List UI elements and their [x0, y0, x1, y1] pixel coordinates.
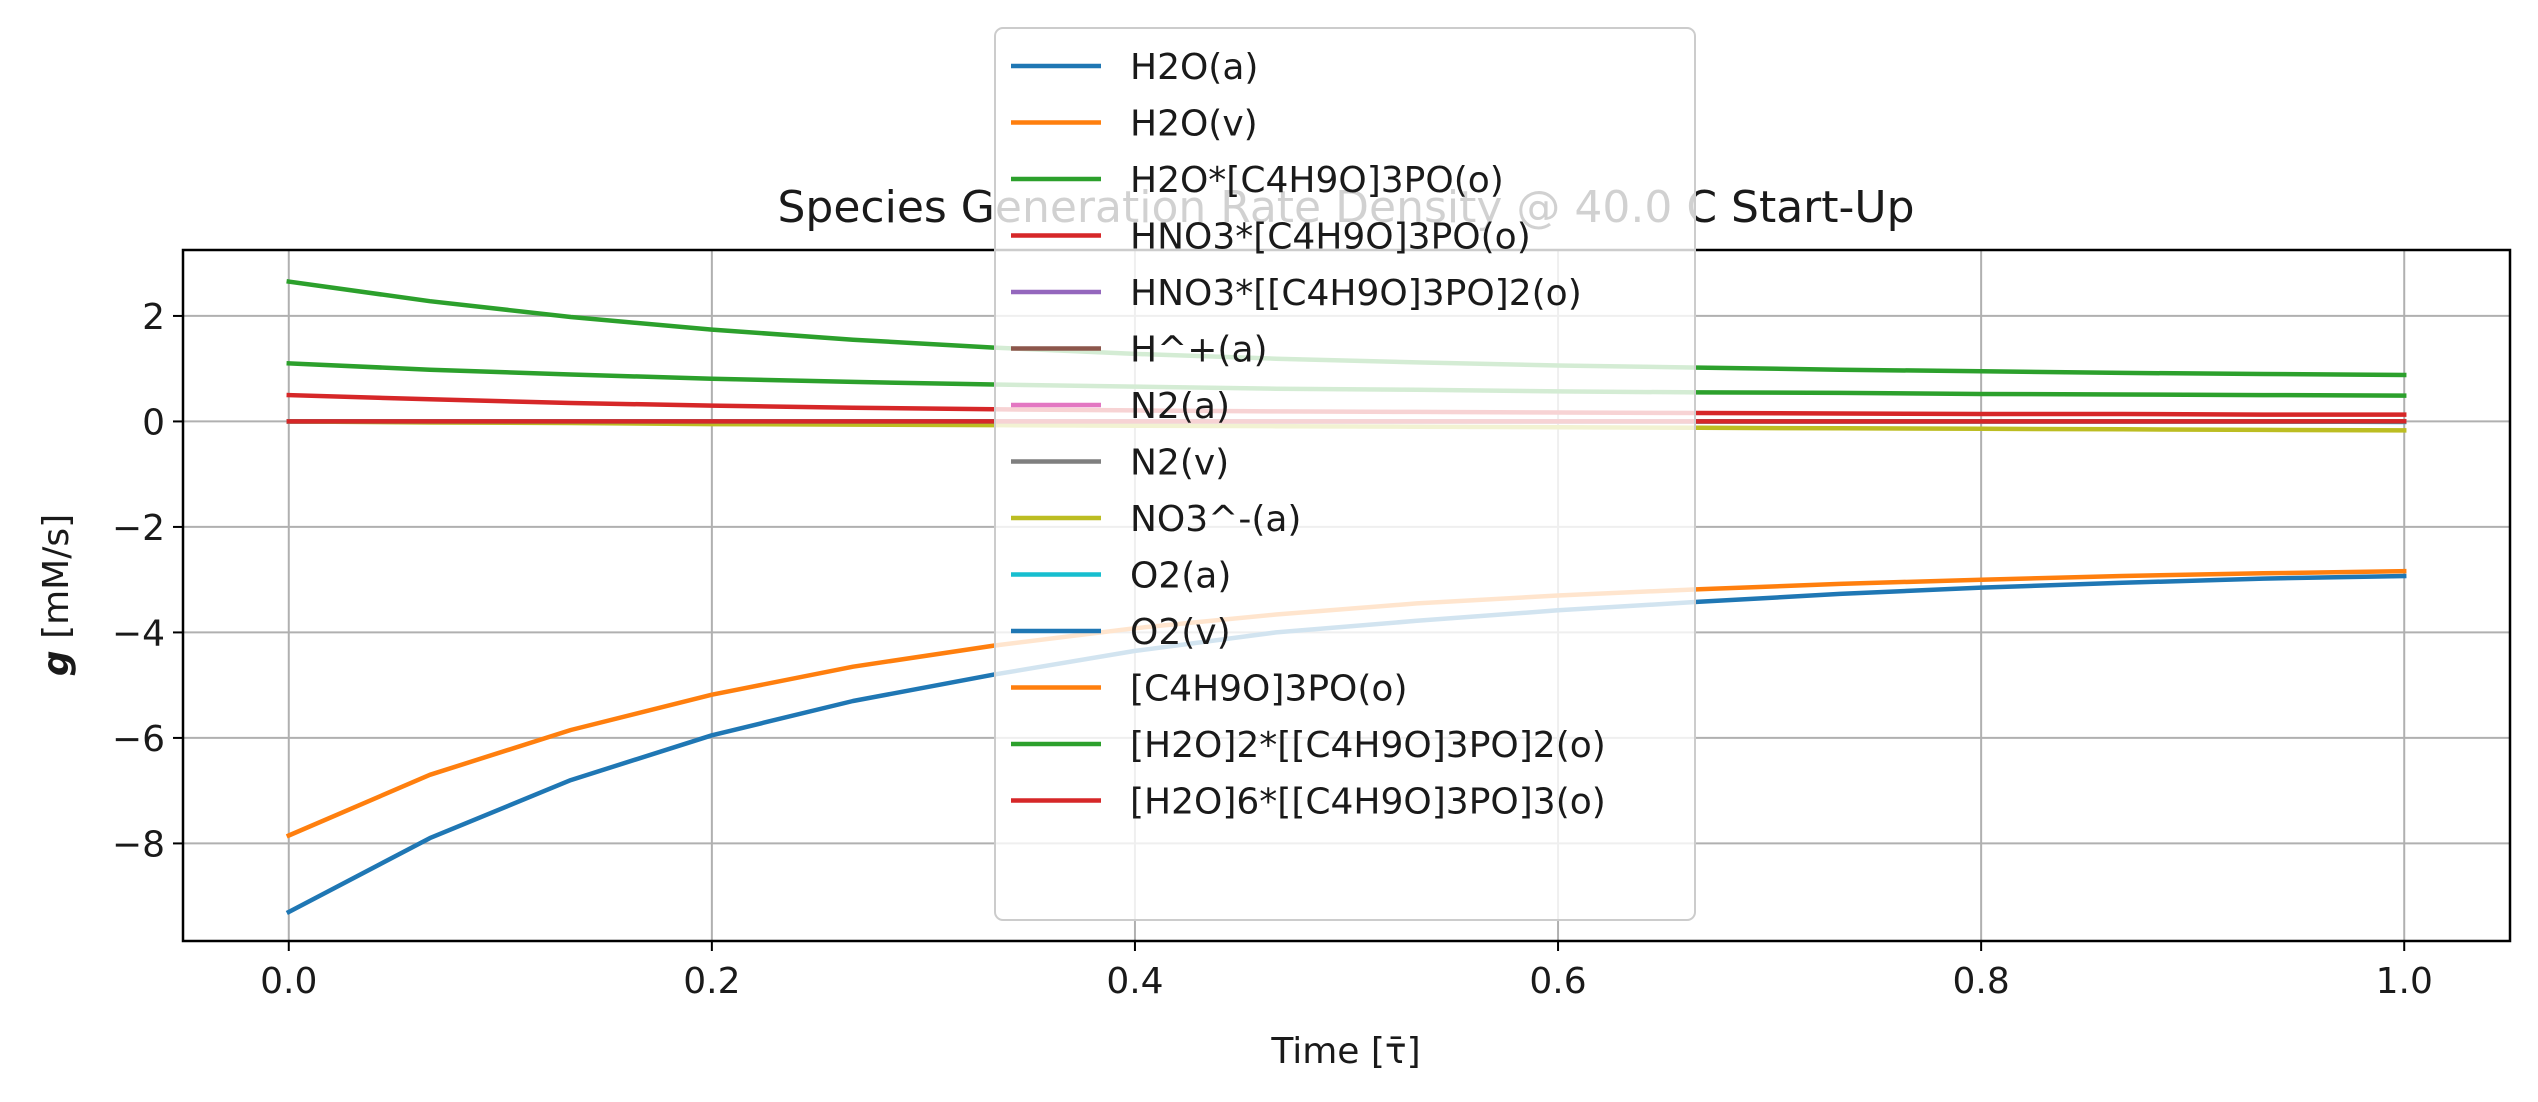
legend-label: H2O(a)	[1130, 47, 1258, 88]
x-tick-label: 0.4	[1106, 961, 1163, 1002]
y-tick-label: 2	[142, 297, 165, 338]
legend-label: HNO3*[[C4H9O]3PO]2(o)	[1130, 273, 1582, 314]
legend-label: H^+(a)	[1130, 330, 1268, 371]
legend-label: H2O(v)	[1130, 104, 1258, 145]
y-axis-label: g [mM/s]	[36, 514, 77, 676]
legend-label: O2(a)	[1130, 556, 1231, 597]
y-axis-unit: [mM/s]	[36, 514, 77, 651]
x-axis-label: Time [τ̄]	[1270, 1031, 1420, 1072]
y-tick-label: 0	[142, 402, 165, 443]
legend-label: [H2O]2*[[C4H9O]3PO]2(o)	[1130, 725, 1606, 766]
y-axis-symbol: g	[36, 650, 77, 676]
legend-label: NO3^-(a)	[1130, 499, 1301, 540]
legend-label: [C4H9O]3PO(o)	[1130, 669, 1408, 710]
legend-label: N2(a)	[1130, 386, 1230, 427]
x-tick-label: 0.8	[1953, 961, 2010, 1002]
x-tick-label: 0.0	[260, 961, 317, 1002]
y-tick-label: −2	[112, 508, 165, 549]
legend-box	[994, 27, 1696, 921]
legend-entries: H2O(a) H2O(v) H2O*[C4H9O]3PO(o) HNO3*[C4H9O…	[1011, 47, 1606, 823]
legend-label: H2O*[C4H9O]3PO(o)	[1130, 160, 1504, 201]
legend: H2O(a) H2O(v) H2O*[C4H9O]3PO(o) HNO3*[C4H9O…	[994, 27, 1696, 921]
x-tick-label: 1.0	[2376, 961, 2433, 1002]
y-tick-label: −4	[112, 613, 165, 654]
legend-label: [H2O]6*[[C4H9O]3PO]3(o)	[1130, 782, 1606, 823]
x-tick-label: 0.6	[1529, 961, 1586, 1002]
y-tick-label: −6	[112, 719, 165, 760]
legend-label: N2(v)	[1130, 443, 1229, 484]
legend-label: O2(v)	[1130, 612, 1231, 653]
ticks: 0.0 0.2 0.4 0.6 0.8 1.0 −8 −6 −4 −2 0 2	[112, 297, 2433, 1002]
x-tick-label: 0.2	[683, 961, 740, 1002]
y-tick-label: −8	[112, 824, 165, 865]
legend-label: HNO3*[C4H9O]3PO(o)	[1130, 217, 1531, 258]
